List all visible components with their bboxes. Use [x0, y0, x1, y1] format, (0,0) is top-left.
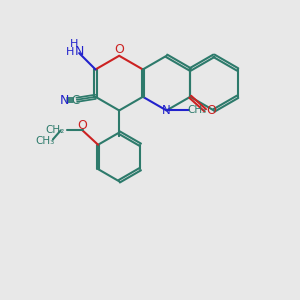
Text: CH₃: CH₃: [188, 106, 207, 116]
Text: O: O: [207, 104, 217, 117]
Text: O: O: [114, 43, 124, 56]
Text: O: O: [78, 118, 88, 132]
Text: N: N: [162, 104, 171, 117]
Text: CH₂: CH₂: [46, 125, 65, 136]
Text: CH₃: CH₃: [35, 136, 55, 146]
Text: N: N: [60, 94, 70, 107]
Text: C: C: [71, 94, 80, 107]
Text: H: H: [65, 46, 74, 57]
Text: N: N: [74, 45, 84, 58]
Text: H: H: [70, 39, 78, 49]
